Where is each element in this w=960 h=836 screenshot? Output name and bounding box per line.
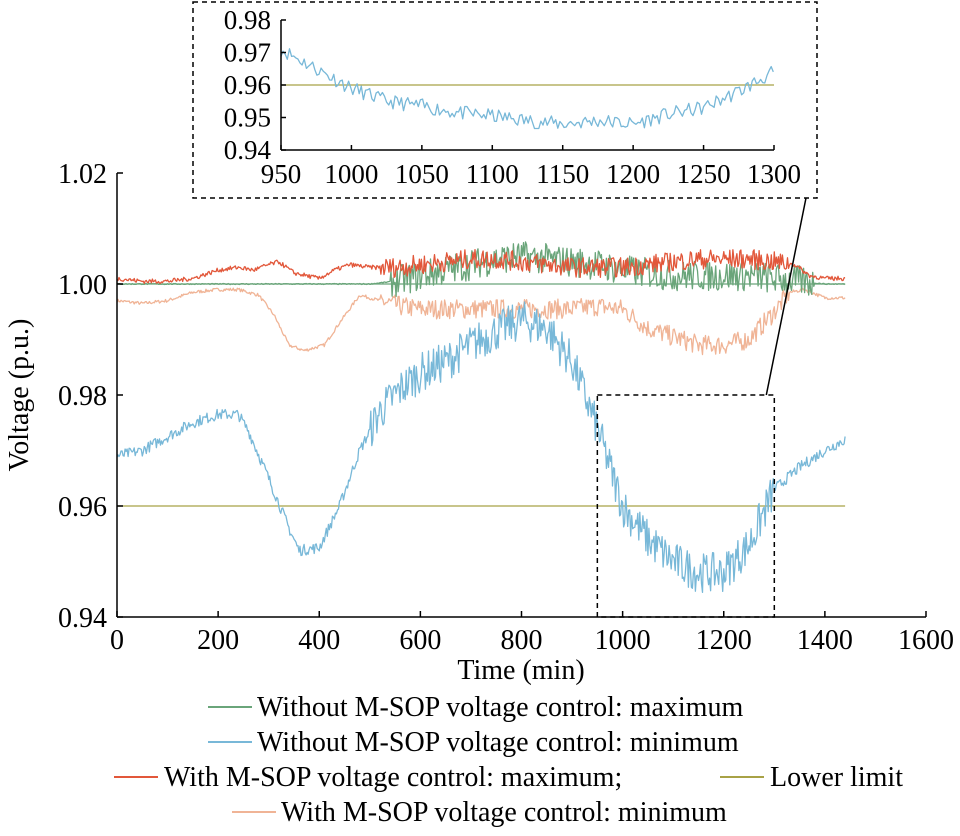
y-tick-label: 0.96 [58,492,107,523]
main-x-ticks: 0 200 400 600 800 1000 1200 1400 1600 [110,611,954,656]
x-tick-label: 400 [298,625,340,656]
x-tick-label: 1200 [696,625,752,656]
inset-x-ticks: 950 1000 1050 1100 1150 1200 1250 1300 [261,145,801,189]
legend-item-lower-limit: Lower limit [720,762,903,793]
series-with-m-sop-voltage-control-minimum [116,286,846,356]
y-tick-label: 1.02 [58,159,107,190]
y-tick-label: 0.94 [58,603,107,634]
legend-label-without-min: Without M-SOP voltage control: minimum [257,727,739,758]
zoom-region-box [596,394,776,618]
inset-x-tick-label: 1250 [677,159,731,189]
x-tick-label: 0 [110,625,124,656]
zoom-connector-line [765,197,807,396]
legend-label-with-max: With M-SOP voltage control: maximum; [164,762,622,793]
x-tick-label: 800 [501,625,543,656]
inset-x-tick-label: 950 [261,159,302,189]
x-tick-label: 1000 [595,625,651,656]
x-axis-label: Time (min) [457,655,584,686]
x-tick-label: 1600 [898,625,954,656]
legend: Without M-SOP voltage control: maximum W… [114,692,903,828]
inset-x-tick-label: 1100 [466,159,519,189]
x-tick-label: 600 [399,625,441,656]
inset-x-tick-label: 1200 [606,159,660,189]
inset-x-tick-label: 1300 [747,159,801,189]
y-tick-label: 0.98 [58,381,107,412]
legend-label-without-max: Without M-SOP voltage control: maximum [257,692,743,723]
inset-y-tick-label: 0.96 [224,70,271,100]
legend-item-without-max: Without M-SOP voltage control: maximum [208,692,743,723]
inset-x-tick-label: 1050 [395,159,449,189]
main-y-ticks: 0.94 0.96 0.98 1.00 1.02 [58,159,123,634]
inset-series-without-m-sop-voltage-control-minimum [280,48,774,130]
legend-label-lower-limit: Lower limit [770,762,903,793]
x-tick-label: 1400 [797,625,853,656]
series-with-m-sop-voltage-control-maximum [116,248,846,285]
legend-item-with-max: With M-SOP voltage control: maximum; [114,762,622,793]
y-axis-label: Voltage (p.u.) [4,319,35,472]
legend-item-without-min: Without M-SOP voltage control: minimum [208,727,739,758]
legend-label-with-min: With M-SOP voltage control: minimum [281,797,727,828]
inset-y-tick-label: 0.97 [224,38,271,68]
legend-item-with-min: With M-SOP voltage control: minimum [232,797,727,828]
inset-y-tick-label: 0.95 [224,103,271,133]
inset-x-tick-label: 1150 [536,159,589,189]
inset-x-tick-label: 1000 [324,159,378,189]
main-series-layer [116,241,846,594]
inset-series-layer [280,48,774,130]
y-tick-label: 1.00 [58,270,107,301]
inset-y-ticks: 0.940.950.960.970.98 [224,5,286,165]
inset-y-tick-label: 0.94 [224,135,272,165]
x-tick-label: 200 [197,625,239,656]
inset-y-tick-label: 0.98 [224,5,271,35]
series-without-m-sop-voltage-control-minimum [116,301,846,594]
inset-border [192,1,818,199]
